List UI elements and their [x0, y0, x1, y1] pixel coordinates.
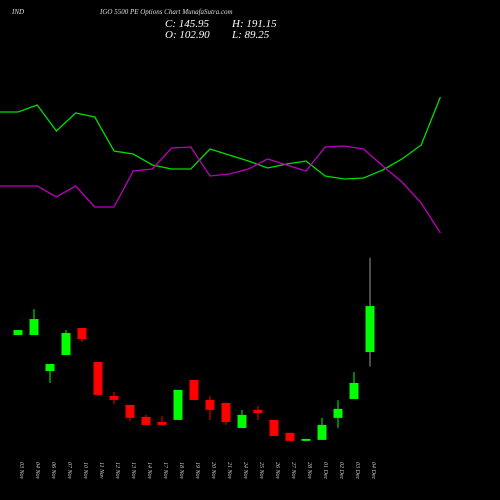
x-tick-label: 27 Nov	[290, 462, 296, 480]
x-tick-label: 21 Nov	[226, 462, 232, 480]
candle-body	[157, 421, 167, 425]
high-label: H: 191.15	[231, 18, 277, 30]
candle-body	[333, 408, 343, 418]
candle-body	[189, 379, 199, 400]
candle-body	[93, 362, 103, 395]
x-tick-label: 03 Dec	[354, 462, 360, 479]
candle-body	[77, 328, 87, 340]
x-tick-label: 11 Nov	[98, 462, 104, 479]
candle-body	[45, 364, 55, 371]
indicator-line	[0, 145, 441, 234]
candle-body	[61, 333, 71, 355]
chart-title: IGO 5500 PE Options Chart MunafaSutra.co…	[99, 8, 233, 16]
x-tick-label: 17 Nov	[162, 462, 168, 480]
candle-body	[173, 389, 183, 420]
x-tick-label: 13 Nov	[130, 462, 136, 480]
x-tick-label: 20 Nov	[210, 462, 216, 480]
candle-body	[253, 409, 263, 413]
x-tick-label: 19 Nov	[194, 462, 200, 480]
x-tick-label: 04 Nov	[34, 462, 41, 480]
x-tick-label: 25 Nov	[258, 462, 264, 480]
candle-body	[237, 414, 247, 428]
x-tick-label: 26 Nov	[274, 462, 280, 480]
title-left: IND	[11, 8, 24, 16]
x-tick-label: 14 Nov	[146, 462, 153, 480]
candle-body	[301, 438, 311, 441]
candle-body	[125, 404, 135, 418]
candle-body	[269, 419, 279, 436]
x-tick-label: 04 Dec	[370, 462, 377, 479]
x-tick-label: 01 Dec	[322, 462, 328, 479]
candle-body	[349, 382, 359, 399]
low-label: L: 89.25	[231, 29, 270, 41]
x-tick-label: 24 Nov	[242, 462, 249, 480]
candle-body	[29, 319, 39, 335]
candle-body	[221, 402, 231, 422]
candle-body	[317, 424, 327, 440]
candle-body	[285, 432, 295, 441]
x-tick-label: 12 Nov	[114, 462, 120, 480]
open-label: O: 102.90	[165, 29, 210, 41]
close-label: C: 145.95	[165, 18, 210, 30]
candle-body	[13, 330, 23, 335]
candle-body	[365, 306, 375, 353]
candle-body	[109, 395, 119, 400]
x-tick-label: 07 Nov	[66, 462, 72, 480]
indicator-line	[0, 96, 442, 180]
candle-body	[141, 416, 151, 425]
x-tick-label: 18 Nov	[178, 462, 184, 480]
x-tick-label: 02 Dec	[338, 462, 344, 479]
candle-body	[205, 399, 215, 410]
x-tick-label: 03 Nov	[18, 462, 24, 480]
x-tick-label: 28 Nov	[306, 462, 312, 480]
x-tick-label: 06 Nov	[50, 462, 56, 480]
x-tick-label: 10 Nov	[82, 462, 88, 480]
